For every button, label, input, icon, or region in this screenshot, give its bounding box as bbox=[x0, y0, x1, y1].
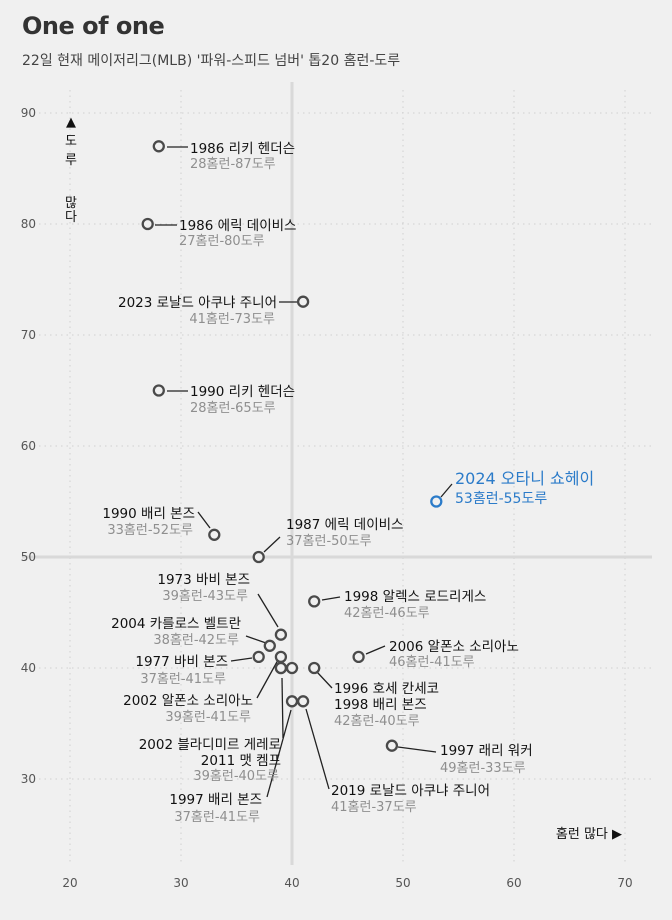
y-tick-label: 70 bbox=[21, 328, 36, 342]
leader-line bbox=[230, 657, 253, 662]
point-stat-label: 27홈런-80도루 bbox=[179, 234, 265, 249]
point-stat-label: 41홈런-37도루 bbox=[331, 800, 417, 815]
leader-line bbox=[305, 708, 330, 790]
data-point bbox=[352, 650, 365, 664]
point-label: 2011 맷 켐프 bbox=[201, 753, 281, 769]
point-label: 2019 로날드 아쿠냐 주니어 bbox=[331, 783, 490, 799]
x-tick-label: 60 bbox=[506, 876, 521, 890]
leader-line bbox=[263, 536, 281, 553]
point-stat-label: 37홈런-41도루 bbox=[174, 810, 260, 825]
point-stat-label: 53홈런-55도루 bbox=[455, 491, 547, 507]
x-tick-label: 30 bbox=[173, 876, 188, 890]
data-point bbox=[296, 295, 310, 308]
y-axis-note: ▲ 도 루 많 다 bbox=[65, 115, 77, 225]
point-label: 1998 배리 본즈 bbox=[334, 697, 427, 713]
x-tick-label: 40 bbox=[284, 876, 299, 890]
point-stat-label: 33홈런-52도루 bbox=[107, 523, 193, 538]
y-tick-label: 50 bbox=[21, 550, 36, 564]
y-tick-label: 60 bbox=[21, 439, 36, 453]
leader-line bbox=[245, 635, 267, 644]
point-label: 2024 오타니 쇼헤이 bbox=[455, 469, 594, 488]
data-point bbox=[152, 384, 165, 397]
x-tick-label: 70 bbox=[617, 876, 632, 890]
chart-title: One of one bbox=[22, 12, 165, 40]
data-point bbox=[274, 628, 288, 641]
data-point bbox=[152, 140, 165, 153]
data-point bbox=[263, 639, 276, 652]
point-stat-label: 49홈런-33도루 bbox=[440, 761, 526, 776]
x-tick-label: 50 bbox=[395, 876, 410, 890]
point-stat-label: 28홈런-87도루 bbox=[190, 157, 276, 172]
leader-line bbox=[281, 677, 284, 739]
leader-line bbox=[316, 671, 333, 689]
y-tick-label: 80 bbox=[21, 217, 36, 231]
data-point bbox=[274, 661, 288, 675]
leader-line bbox=[440, 483, 453, 498]
data-point bbox=[252, 550, 265, 564]
data-point bbox=[296, 695, 310, 708]
y-tick-label: 40 bbox=[21, 661, 36, 675]
y-tick-label: 90 bbox=[21, 106, 36, 120]
y-tick-label: 30 bbox=[21, 772, 36, 786]
point-label: 2002 알폰소 소리아노 bbox=[123, 693, 253, 709]
point-label: 2004 카를로스 벨트란 bbox=[111, 616, 241, 632]
leader-line bbox=[257, 593, 279, 628]
point-label: 1986 리키 헨더슨 bbox=[190, 141, 295, 157]
data-point bbox=[252, 650, 265, 664]
point-label: 1973 바비 본즈 bbox=[157, 572, 250, 588]
data-point bbox=[285, 661, 299, 675]
point-stat-label: 28홈런-65도루 bbox=[190, 401, 276, 416]
point-label: 1998 알렉스 로드리게스 bbox=[344, 589, 486, 605]
point-label: 1977 바비 본즈 bbox=[135, 654, 228, 670]
point-label: 1990 리키 헨더슨 bbox=[190, 384, 295, 400]
chart-subtitle: 22일 현재 메이저리그(MLB) '파워-스피드 넘버' 톱20 홈런-도루 bbox=[22, 53, 401, 69]
point-stat-label: 42홈런-40도루 bbox=[334, 714, 420, 729]
data-point bbox=[308, 595, 321, 608]
leader-line bbox=[365, 645, 386, 655]
data-point bbox=[274, 650, 288, 664]
point-label: 1986 에릭 데이비스 bbox=[179, 218, 296, 234]
point-stat-label: 38홈런-42도루 bbox=[153, 633, 239, 648]
point-stat-label: 41홈런-73도루 bbox=[189, 312, 275, 327]
point-label: 1987 에릭 데이비스 bbox=[286, 517, 403, 533]
leader-line bbox=[197, 511, 211, 529]
leader-line bbox=[256, 659, 279, 699]
data-point bbox=[141, 217, 154, 231]
point-stat-label: 39홈런-40도루 bbox=[193, 769, 279, 784]
point-label: 2002 블라디미르 게레로 bbox=[139, 737, 281, 753]
point-label: 2006 알폰소 소리아노 bbox=[389, 639, 519, 655]
x-tick-label: 20 bbox=[62, 876, 77, 890]
x-axis-note: 홈런 많다 ▶ bbox=[556, 827, 622, 842]
data-point bbox=[430, 495, 443, 508]
data-point bbox=[308, 661, 321, 675]
point-label: 2023 로날드 아쿠냐 주니어 bbox=[118, 295, 277, 311]
point-stat-label: 42홈런-46도루 bbox=[344, 606, 430, 621]
leader-line bbox=[266, 709, 292, 798]
data-point bbox=[285, 695, 299, 708]
leader-line bbox=[397, 746, 437, 753]
leader-line bbox=[321, 596, 341, 601]
point-stat-label: 46홈런-41도루 bbox=[389, 655, 475, 670]
point-stat-label: 39홈런-41도루 bbox=[165, 710, 251, 725]
point-stat-label: 37홈런-41도루 bbox=[140, 672, 226, 687]
data-point bbox=[208, 528, 221, 541]
data-point bbox=[385, 739, 399, 752]
point-stat-label: 39홈런-43도루 bbox=[162, 589, 248, 604]
point-label: 1996 호세 칸세코 bbox=[334, 681, 439, 697]
point-stat-label: 37홈런-50도루 bbox=[286, 534, 372, 549]
point-label: 1990 배리 본즈 bbox=[102, 506, 195, 522]
point-label: 1997 래리 워커 bbox=[440, 743, 533, 759]
point-label: 1997 배리 본즈 bbox=[169, 792, 262, 808]
